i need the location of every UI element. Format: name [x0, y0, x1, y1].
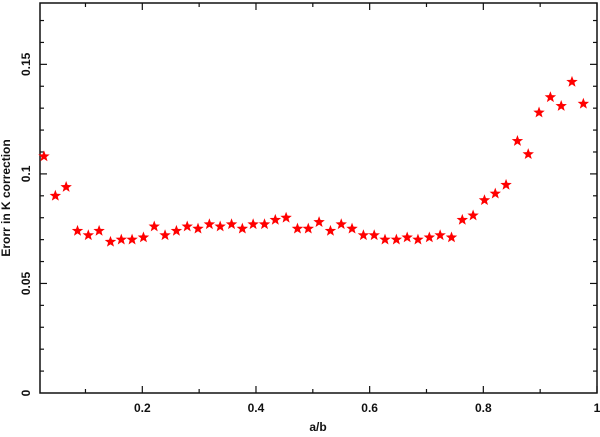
data-point-star: [38, 150, 50, 162]
data-point-star: [357, 229, 370, 241]
data-point-star: [159, 229, 171, 241]
data-point-star: [489, 187, 501, 199]
axis-ticks: [40, 3, 598, 393]
x-tick-label: 0.4: [248, 401, 265, 415]
data-point-star: [577, 97, 590, 109]
y-tick-label: 0.05: [19, 271, 33, 295]
data-point-star: [478, 194, 491, 206]
x-tick-label: 0.6: [361, 401, 378, 415]
data-point-star: [302, 222, 314, 234]
data-point-star: [412, 233, 424, 245]
data-point-star: [203, 218, 216, 230]
data-point-star: [346, 222, 358, 234]
data-point-star: [456, 213, 468, 225]
data-point-star: [225, 218, 238, 230]
x-tick-labels: 0.2 0.4 0.6 0.8 1: [134, 401, 600, 415]
data-point-star: [148, 220, 160, 232]
y-tick-label: 0.15: [19, 52, 33, 76]
data-point-star: [434, 229, 446, 241]
data-point-star: [313, 216, 325, 227]
data-point-star: [555, 99, 567, 111]
data-point-star: [137, 231, 150, 243]
data-point-star: [104, 235, 117, 247]
data-point-star: [522, 148, 534, 160]
data-point-star: [71, 224, 84, 236]
x-tick-label: 1: [594, 401, 600, 415]
data-point-star: [115, 233, 127, 245]
data-points: [38, 75, 590, 247]
x-axis-title: a/b: [309, 420, 326, 434]
data-point-star: [390, 233, 403, 245]
data-point-star: [170, 224, 183, 236]
data-point-star: [544, 91, 557, 103]
data-point-star: [236, 222, 249, 234]
data-point-star: [445, 231, 458, 243]
data-point-star: [181, 220, 193, 232]
data-point-star: [60, 181, 72, 192]
data-point-star: [214, 220, 226, 232]
y-axis-title: Erorr in K correction: [0, 139, 13, 256]
data-point-star: [324, 224, 337, 236]
data-point-star: [82, 229, 95, 241]
y-tick-label: 0: [19, 389, 33, 396]
data-point-star: [379, 233, 391, 245]
data-point-star: [280, 211, 292, 223]
y-tick-label: 0.1: [19, 165, 33, 182]
data-point-star: [258, 218, 271, 230]
data-point-star: [423, 231, 436, 243]
data-point-star: [291, 222, 304, 234]
data-point-star: [192, 222, 204, 234]
data-point-star: [511, 135, 524, 146]
y-tick-labels: 0 0.05 0.1 0.15: [19, 52, 33, 396]
x-tick-label: 0.8: [475, 401, 492, 415]
data-point-star: [126, 233, 138, 245]
data-point-star: [335, 218, 347, 230]
data-point-star: [401, 231, 413, 243]
data-point-star: [93, 224, 105, 236]
data-point-star: [533, 106, 545, 118]
data-point-star: [467, 209, 479, 221]
data-point-star: [49, 189, 62, 201]
data-point-star: [368, 229, 380, 241]
plot-frame: [39, 2, 598, 394]
data-point-star: [247, 218, 259, 230]
x-tick-label: 0.2: [134, 401, 151, 415]
data-point-star: [566, 75, 578, 87]
data-point-star: [269, 213, 282, 225]
data-point-star: [500, 178, 512, 190]
